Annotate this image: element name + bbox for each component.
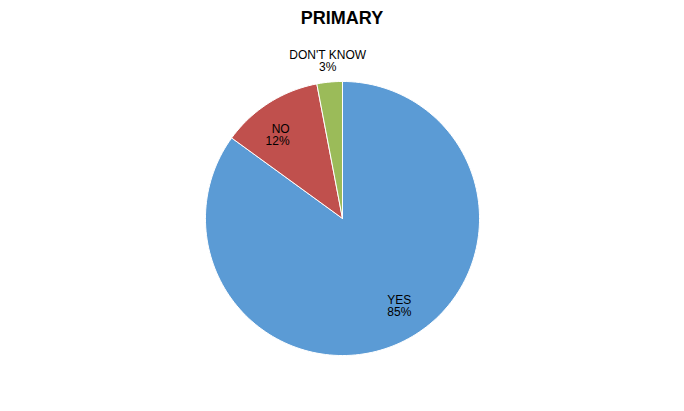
svg-text:DON'T KNOW3%: DON'T KNOW3% <box>289 48 366 74</box>
html-text:PRIMARY: PRIMARY <box>300 8 384 28</box>
svg-text:YES85%: YES85% <box>387 293 411 319</box>
svg-text:NO12%: NO12% <box>266 122 290 148</box>
